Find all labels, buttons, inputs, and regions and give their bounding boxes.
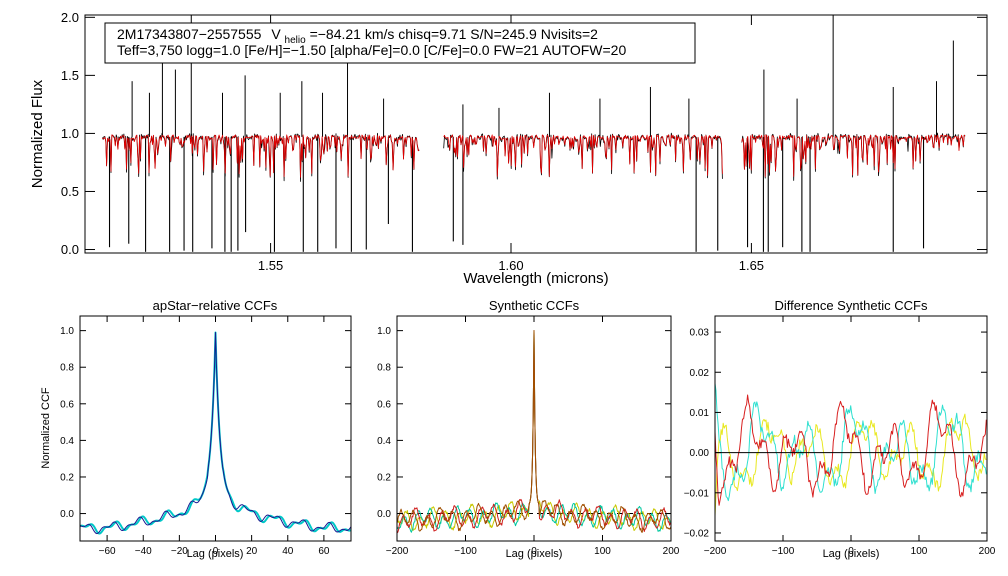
difference-ccf-xlabel: Lag (pixels) <box>823 548 880 560</box>
apstar-ccf-ytick-label: 1.0 <box>60 326 74 337</box>
difference-ccf-xtick-label: −200 <box>704 546 727 557</box>
apstar-ccf-line-1 <box>79 331 352 535</box>
synthetic-ccf-ticks: −200 −100 0 100 200 0.0 0.2 0.4 0.6 0.8 1.0 <box>377 316 680 557</box>
info-box-frame <box>104 22 696 64</box>
difference-ccf-ytick-label: 0.00 <box>690 448 710 459</box>
synthetic-ccf-xtick-label: 100 <box>594 546 611 557</box>
synthetic-ccf-panel: −200 −100 0 100 200 0.0 0.2 0.4 0.6 0.8 1.0 Synthe… <box>377 298 680 560</box>
difference-ccf-ytick-label: −0.02 <box>684 528 710 539</box>
synthetic-ccf-ytick-label: 0.6 <box>377 399 391 410</box>
apstar-ccf-ticks: −60 −40 −20 0 20 40 60 0.0 0.2 0.4 0.6 0.8 1.0 <box>60 316 351 557</box>
info-vhelio-sub: helio <box>285 35 307 46</box>
model-spectrum-line <box>443 134 723 177</box>
synthetic-ccf-ytick-label: 0.4 <box>377 436 391 447</box>
difference-ccf-xtick-label: 200 <box>979 546 996 557</box>
info-line-1-rest: =−84.21 km/s chisq=9.71 S/N=245.9 Nvisit… <box>310 26 599 42</box>
difference-ccf-series-group <box>714 383 987 516</box>
info-vhelio-prefix: V <box>271 26 281 42</box>
apstar-ccf-ytick-label: 0.0 <box>60 509 74 520</box>
apstar-ccf-xlabel: Lag (pixels) <box>187 548 244 560</box>
spectrum-panel: 1.55 1.60 1.65 0.0 0.5 1.0 1.5 2.0 2M17343807−2… <box>29 10 988 287</box>
spectrum-ytick-label: 0.5 <box>61 184 79 199</box>
difference-ccf-ytick-label: −0.01 <box>684 488 710 499</box>
spectrum-xtick-label: 1.65 <box>739 258 764 273</box>
apstar-ccf-xtick-label: −20 <box>171 546 188 557</box>
spectrum-ytick-label: 1.5 <box>61 68 79 83</box>
apstar-ccf-ytick-label: 0.6 <box>60 399 74 410</box>
difference-ccf-ticks: −200 −100 0 100 200 −0.02 −0.01 0.00 0.01 0.02 0.0… <box>684 316 996 557</box>
apstar-ccf-xtick-label: 20 <box>246 546 258 557</box>
apstar-ccf-ytick-label: 0.4 <box>60 436 74 447</box>
apstar-ccf-line-2 <box>79 332 352 535</box>
apstar-ccf-series-group <box>79 331 352 535</box>
spectrum-ticks: 1.55 1.60 1.65 0.0 0.5 1.0 1.5 2.0 <box>61 10 987 273</box>
difference-ccf-line-2 <box>714 383 987 502</box>
synthetic-ccf-xlabel: Lag (pixels) <box>506 548 563 560</box>
apstar-ccf-xtick-label: 60 <box>318 546 330 557</box>
apstar-ccf-panel: −60 −40 −20 0 20 40 60 0.0 0.2 0.4 0.6 0.8 1.0 apSta… <box>40 298 352 560</box>
spectrum-xtick-label: 1.60 <box>498 258 523 273</box>
synthetic-ccf-xtick-label: −200 <box>386 546 409 557</box>
apstar-ccf-title: apStar−relative CCFs <box>153 298 278 313</box>
apstar-ccf-xtick-label: 40 <box>282 546 294 557</box>
spectrum-info-box: 2M17343807−2557555 V helio =−84.21 km/s … <box>104 22 696 64</box>
difference-ccf-line-1 <box>714 413 987 516</box>
spectrum-ytick-label: 2.0 <box>61 10 79 25</box>
difference-ccf-ytick-label: 0.02 <box>690 368 710 379</box>
apstar-ccf-xtick-label: −60 <box>99 546 116 557</box>
info-line-2: Teff=3,750 logg=1.0 [Fe/H]=−1.50 [alpha/… <box>117 42 626 58</box>
synthetic-ccf-xtick-label: 0 <box>531 546 537 557</box>
difference-ccf-ytick-label: 0.03 <box>690 328 710 339</box>
synthetic-ccf-ytick-label: 0.8 <box>377 363 391 374</box>
synthetic-ccf-ytick-label: 1.0 <box>377 326 391 337</box>
difference-ccf-line-3 <box>714 394 987 506</box>
synthetic-ccf-xtick-label: −100 <box>454 546 477 557</box>
synthetic-ccf-series-group <box>396 330 672 534</box>
difference-ccf-title: Difference Synthetic CCFs <box>775 298 928 313</box>
apstar-ccf-ylabel: Normalized CCF <box>40 387 52 469</box>
info-star-id: 2M17343807−2557555 <box>117 26 262 42</box>
spectrum-ytick-label: 1.0 <box>61 126 79 141</box>
apstar-ccf-xtick-label: 0 <box>213 546 219 557</box>
model-spectrum-line <box>102 134 420 178</box>
model-spectrum-line <box>741 134 966 177</box>
synthetic-ccf-ytick-label: 0.0 <box>377 509 391 520</box>
spectrum-xtick-label: 1.55 <box>258 258 283 273</box>
spectrum-plot-frame <box>84 14 988 254</box>
difference-ccf-xtick-label: 100 <box>911 546 928 557</box>
difference-ccf-ytick-label: 0.01 <box>690 408 710 419</box>
info-line-1: 2M17343807−2557555 V helio =−84.21 km/s … <box>117 26 598 46</box>
apstar-ccf-ytick-label: 0.8 <box>60 363 74 374</box>
synthetic-ccf-title: Synthetic CCFs <box>489 298 580 313</box>
apstar-ccf-ytick-label: 0.2 <box>60 472 74 483</box>
synthetic-ccf-ytick-label: 0.2 <box>377 472 391 483</box>
difference-ccf-xtick-label: −100 <box>772 546 795 557</box>
apstar-ccf-xtick-label: −40 <box>135 546 152 557</box>
synthetic-ccf-line-4 <box>396 330 672 533</box>
spectrum-ylabel: Normalized Flux <box>29 79 46 188</box>
difference-ccf-panel: −200 −100 0 100 200 −0.02 −0.01 0.00 0.01 0.02 0.0… <box>684 298 996 560</box>
synthetic-ccf-xtick-label: 200 <box>663 546 680 557</box>
spectrum-ytick-label: 0.0 <box>61 242 79 257</box>
difference-ccf-xtick-label: 0 <box>848 546 854 557</box>
spectrum-xlabel: Wavelength (microns) <box>463 270 608 287</box>
